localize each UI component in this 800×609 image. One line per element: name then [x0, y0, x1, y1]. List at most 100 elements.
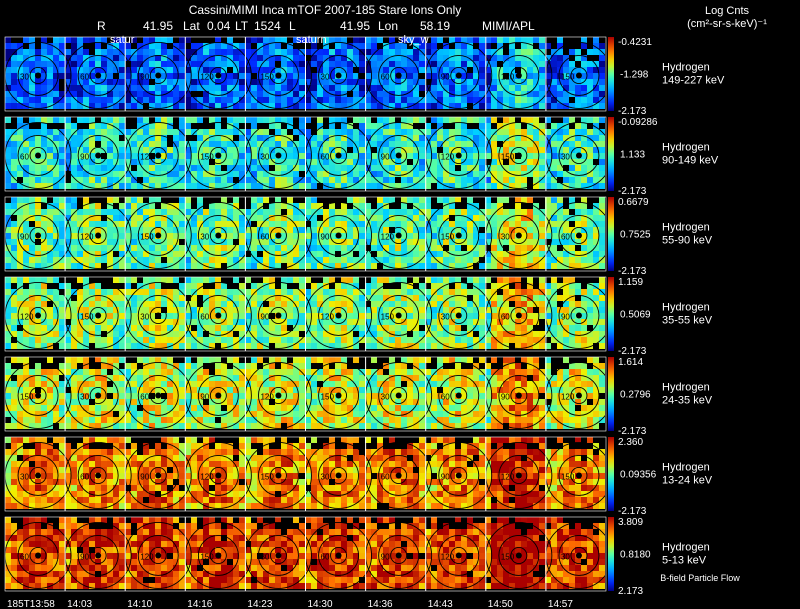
heatmap-cell — [503, 147, 509, 153]
contour-ring — [89, 67, 107, 84]
heatmap-cell — [197, 55, 203, 61]
heatmap-cell — [599, 203, 605, 209]
heatmap-cell — [329, 337, 335, 343]
heatmap-cell — [455, 117, 461, 123]
heatmap-cell — [203, 147, 209, 153]
heatmap-cell — [203, 171, 209, 177]
heatmap-cell — [467, 325, 473, 331]
heatmap-cell — [329, 343, 335, 349]
heatmap-cell — [71, 153, 77, 159]
heatmap-cell — [569, 209, 575, 215]
heatmap-cell — [47, 177, 53, 183]
heatmap-cell — [389, 97, 395, 103]
heatmap-cell — [47, 73, 53, 79]
heatmap-cell — [425, 283, 431, 289]
heatmap-cell — [89, 221, 95, 227]
heatmap-cell — [581, 215, 587, 221]
heatmap-cell — [491, 209, 497, 215]
heatmap-cell — [41, 177, 47, 183]
heatmap-cell — [83, 97, 89, 103]
heatmap-cell — [305, 319, 311, 325]
heatmap-cell — [239, 337, 245, 343]
heatmap-cell — [587, 197, 593, 203]
heatmap-cell — [527, 221, 533, 227]
heatmap-cell — [107, 337, 113, 343]
heatmap-cell — [413, 263, 419, 269]
heatmap-cell — [581, 61, 587, 67]
heatmap-cell — [527, 165, 533, 171]
heatmap-cell — [479, 159, 485, 165]
heatmap-cell — [443, 73, 449, 79]
heatmap-cell — [359, 337, 365, 343]
heatmap-cell — [473, 55, 479, 61]
heatmap-cell — [23, 85, 29, 91]
heatmap-cell — [401, 343, 407, 349]
heatmap-cell — [257, 251, 263, 257]
heatmap-cell — [161, 135, 167, 141]
heatmap-cell — [311, 177, 317, 183]
heatmap-cell — [275, 165, 281, 171]
heatmap-cell — [413, 97, 419, 103]
heatmap-cell — [203, 239, 209, 245]
heatmap-cell — [155, 183, 161, 189]
heatmap-cell — [311, 73, 317, 79]
heatmap-cell — [455, 183, 461, 189]
heatmap-cell — [191, 153, 197, 159]
heatmap-cell — [515, 55, 521, 61]
heatmap-cell — [563, 165, 569, 171]
heatmap-cell — [59, 319, 65, 325]
heatmap-cell — [35, 165, 41, 171]
heatmap-cell — [305, 283, 311, 289]
heatmap-cell — [131, 141, 137, 147]
heatmap-cell — [341, 313, 347, 319]
heatmap-cell — [71, 251, 77, 257]
heatmap-cell — [449, 209, 455, 215]
heatmap-cell — [5, 153, 11, 159]
heatmap-cell — [269, 295, 275, 301]
heatmap-cell — [491, 337, 497, 343]
heatmap-cell — [101, 73, 107, 79]
heatmap-cell — [77, 319, 83, 325]
heatmap-cell — [347, 177, 353, 183]
heatmap-cell — [563, 337, 569, 343]
heatmap-cell — [437, 85, 443, 91]
heatmap-cell — [533, 209, 539, 215]
heatmap-cell — [89, 283, 95, 289]
heatmap-cell — [377, 147, 383, 153]
heatmap-cell — [467, 313, 473, 319]
heatmap-cell — [449, 117, 455, 123]
heatmap-cell — [101, 61, 107, 67]
heatmap-cell — [107, 257, 113, 263]
field-center-dot — [455, 72, 462, 79]
heatmap-cell — [95, 325, 101, 331]
heatmap-cell — [269, 135, 275, 141]
heatmap-cell — [275, 251, 281, 257]
contour-ring — [378, 135, 420, 176]
heatmap-cell — [77, 55, 83, 61]
heatmap-cell — [473, 283, 479, 289]
heatmap-cell — [17, 227, 23, 233]
heatmap-cell — [59, 295, 65, 301]
heatmap-cell — [281, 171, 287, 177]
heatmap-cell — [473, 319, 479, 325]
heatmap-cell — [389, 67, 395, 73]
heatmap-cell — [209, 251, 215, 257]
heatmap-cell — [599, 221, 605, 227]
heatmap-cell — [437, 135, 443, 141]
heatmap-cell — [125, 337, 131, 343]
heatmap-cell — [539, 301, 545, 307]
heatmap-cell — [17, 313, 23, 319]
heatmap-cell — [23, 245, 29, 251]
heatmap-cell — [173, 117, 179, 123]
heatmap-cell — [269, 97, 275, 103]
heatmap-cell — [437, 73, 443, 79]
heatmap-cell — [83, 331, 89, 337]
heatmap-cell — [251, 215, 257, 221]
heatmap-cell — [11, 73, 17, 79]
heatmap-cell — [323, 159, 329, 165]
heatmap-cell — [377, 313, 383, 319]
heatmap-cell — [263, 313, 269, 319]
heatmap-cell — [101, 49, 107, 55]
heatmap-cell — [443, 171, 449, 177]
heatmap-cell — [563, 67, 569, 73]
